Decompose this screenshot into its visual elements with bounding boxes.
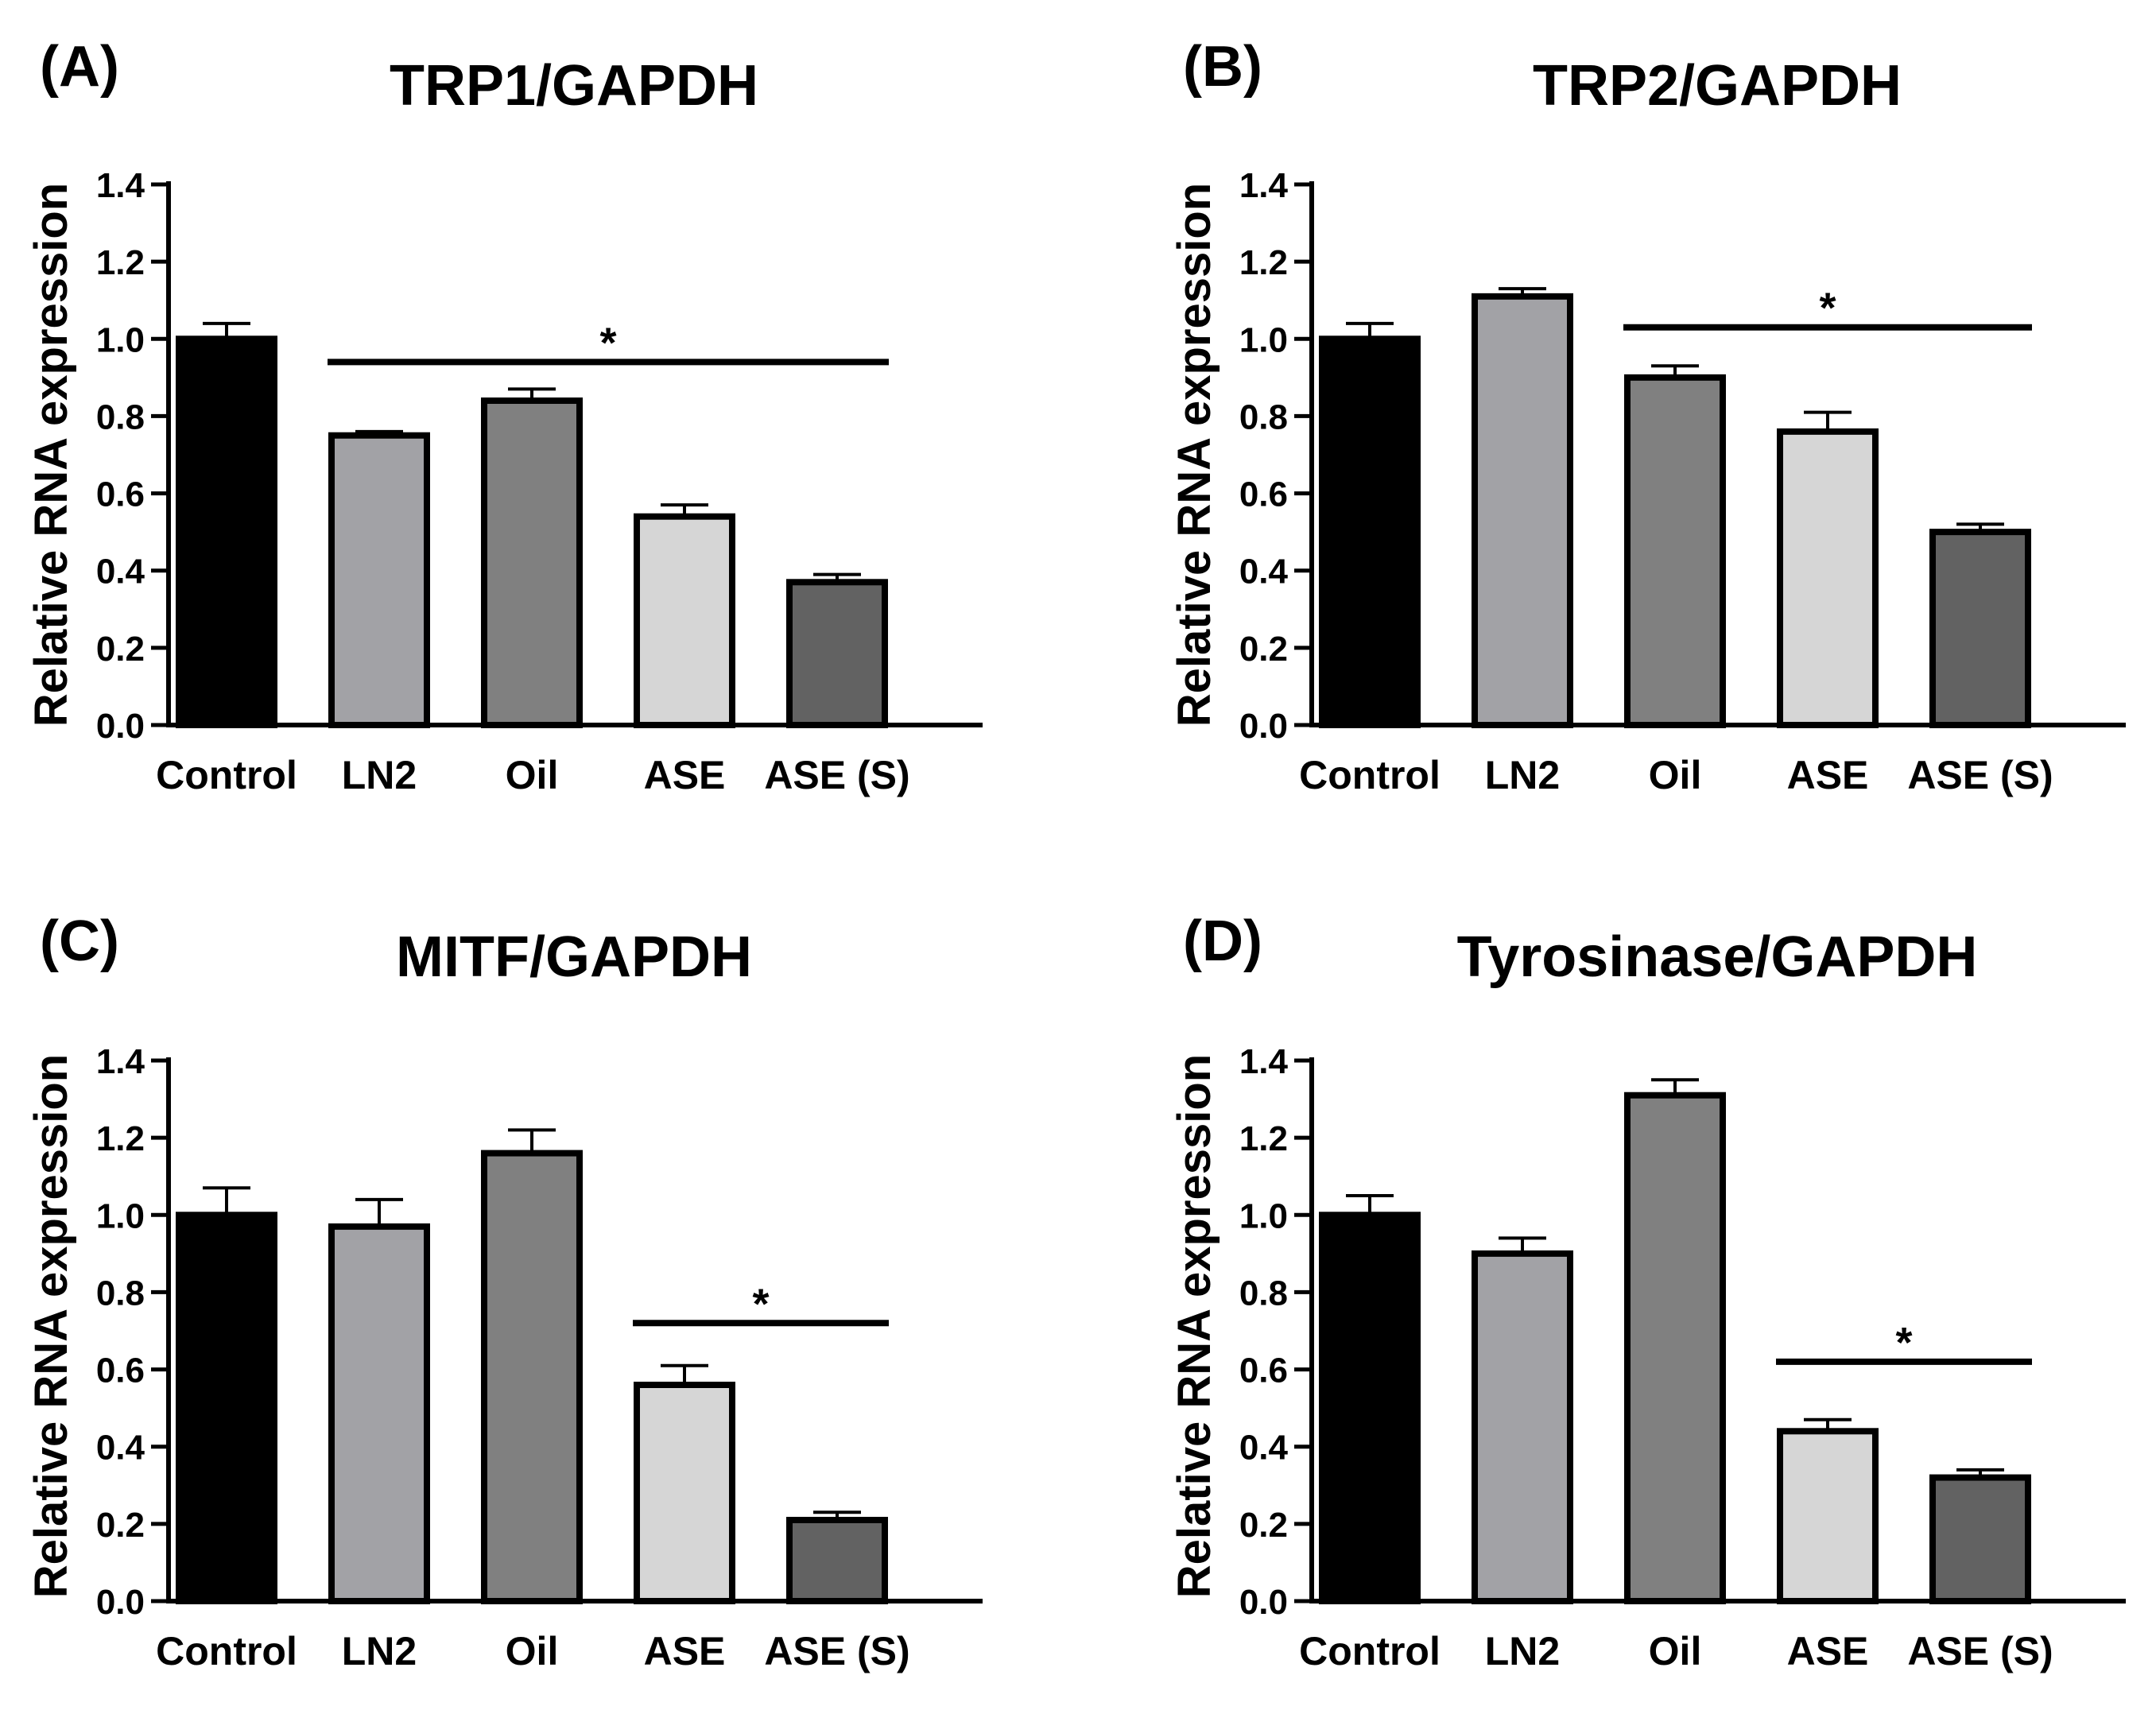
panel-b-y-tick-label: 0.6 [1239, 475, 1288, 514]
panel-c-y-tick-label: 0.4 [96, 1429, 145, 1468]
panel-d-y-tick-label: 0.6 [1239, 1351, 1288, 1390]
panel-d-y-tick-label: 1.4 [1239, 1042, 1289, 1081]
panel-a-category-label: Oil [506, 753, 559, 797]
panel-b-y-tick-label: 0.4 [1239, 553, 1289, 591]
panel-c-bar-ase-s [786, 1517, 888, 1604]
panel-d-bar-ase-s [1929, 1474, 2031, 1604]
panel-b-bar-ase [1777, 428, 1879, 728]
panel-a-bar-control [176, 335, 277, 728]
panel-c-y-tick-label: 0.8 [96, 1274, 145, 1313]
panel-c: (C) MITF/GAPDH Relative RNA expression 0… [25, 909, 983, 1673]
panel-a-ylabel: Relative RNA expression [25, 183, 77, 727]
panel-d-category-label: ASE [1787, 1629, 1869, 1673]
panel-b-y-tick-label: 0.8 [1239, 397, 1288, 436]
panel-b-category-label: Control [1299, 753, 1441, 797]
panel-a-category-label: ASE [644, 753, 726, 797]
panel-a-y-tick-label: 0.0 [96, 707, 145, 746]
panel-a-y-tick-label: 1.0 [96, 320, 145, 359]
panel-d-bar-oil [1624, 1092, 1726, 1604]
panel-a-category-label: LN2 [342, 753, 417, 797]
panel-d-bar-ase [1777, 1428, 1879, 1605]
panel-d-y-tick-label: 0.2 [1239, 1506, 1288, 1545]
panel-a-significance-star: * [599, 319, 616, 366]
panel-c-bar-control [176, 1212, 277, 1605]
panel-b-ylabel: Relative RNA expression [1169, 183, 1220, 727]
panel-a-y-tick-label: 1.2 [96, 243, 145, 282]
panel-c-category-label: ASE [644, 1629, 726, 1673]
panel-d-plot: 0.0 0.2 0.4 0.6 0.8 1.0 1.2 1.4 Control LN2 Oil ASE… [1239, 1042, 2126, 1673]
panel-d: (D) Tyrosinase/GAPDH Relative RNA expres… [1169, 909, 2126, 1673]
panel-d-y-tick-label: 1.2 [1239, 1119, 1288, 1158]
panel-a-y-tick-label: 0.2 [96, 630, 145, 669]
panel-a: (A) TRP1/GAPDH Relative RNA expression 0… [25, 35, 983, 797]
panel-d-category-label: Oil [1649, 1629, 1702, 1673]
panel-c-y-tick-label: 0.6 [96, 1351, 145, 1390]
panel-c-y-tick-label: 0.0 [96, 1583, 145, 1622]
panel-b-label: (B) [1183, 35, 1262, 99]
panel-d-y-tick-label: 1.0 [1239, 1196, 1288, 1235]
panel-b-category-label: ASE (S) [1907, 753, 2053, 797]
panel-b: (B) TRP2/GAPDH Relative RNA expression 0… [1169, 35, 2126, 797]
panel-d-title: Tyrosinase/GAPDH [1457, 925, 1978, 989]
panel-a-category-label: ASE (S) [764, 753, 909, 797]
panel-c-y-tick-label: 1.4 [96, 1042, 145, 1081]
panel-b-category-label: LN2 [1485, 753, 1560, 797]
panel-c-plot: 0.0 0.2 0.4 0.6 0.8 1.0 1.2 1.4 Control LN2 Oil ASE… [96, 1042, 983, 1673]
panel-a-label: (A) [40, 35, 119, 99]
panel-c-ylabel: Relative RNA expression [25, 1054, 77, 1598]
panel-a-bar-ase-s [786, 579, 888, 728]
panel-a-title: TRP1/GAPDH [390, 54, 758, 118]
panel-b-significance-star: * [1819, 285, 1836, 332]
panel-d-significance-star: * [1895, 1319, 1912, 1367]
panel-b-bar-ln2 [1472, 293, 1573, 729]
panel-d-ylabel: Relative RNA expression [1169, 1054, 1220, 1598]
panel-d-category-label: Control [1299, 1629, 1441, 1673]
panel-a-bar-oil [481, 397, 583, 728]
panel-b-y-tick-label: 1.2 [1239, 243, 1288, 282]
panel-c-category-label: ASE (S) [764, 1629, 909, 1673]
panel-b-bar-ase-s [1929, 529, 2031, 729]
panel-a-bar-ln2 [328, 432, 430, 728]
panel-a-plot: 0.0 0.2 0.4 0.6 0.8 1.0 1.2 1.4 Control LN2 Oil ASE… [96, 166, 983, 797]
panel-b-bar-control [1319, 335, 1421, 728]
panel-b-y-tick-label: 0.2 [1239, 630, 1288, 669]
panel-c-title: MITF/GAPDH [396, 925, 752, 989]
panel-a-y-tick-label: 1.4 [96, 166, 145, 205]
panel-b-y-tick-label: 1.4 [1239, 166, 1289, 205]
panel-b-bar-oil [1624, 374, 1726, 728]
panel-d-category-label: ASE (S) [1907, 1629, 2053, 1673]
panel-b-category-label: ASE [1787, 753, 1869, 797]
panel-c-category-label: LN2 [342, 1629, 417, 1673]
panel-d-y-tick-label: 0.8 [1239, 1274, 1288, 1313]
panel-a-category-label: Control [156, 753, 297, 797]
panel-d-bar-control [1319, 1212, 1421, 1605]
panel-b-title: TRP2/GAPDH [1533, 54, 1902, 118]
panel-d-label: (D) [1183, 909, 1262, 973]
panel-a-y-tick-label: 0.6 [96, 475, 145, 514]
panel-b-y-tick-label: 0.0 [1239, 707, 1288, 746]
panel-c-category-label: Oil [506, 1629, 559, 1673]
panel-d-y-tick-label: 0.4 [1239, 1429, 1289, 1468]
panel-c-y-tick-label: 1.2 [96, 1119, 145, 1158]
panel-b-category-label: Oil [1649, 753, 1702, 797]
panel-a-y-tick-label: 0.4 [96, 553, 145, 591]
panel-a-y-tick-label: 0.8 [96, 397, 145, 436]
panel-c-significance-star: * [752, 1280, 769, 1328]
panel-c-bar-oil [481, 1150, 583, 1604]
panel-d-y-tick-label: 0.0 [1239, 1583, 1288, 1622]
panel-c-category-label: Control [156, 1629, 297, 1673]
panel-c-y-tick-label: 1.0 [96, 1196, 145, 1235]
panel-c-bar-ln2 [328, 1223, 430, 1605]
panel-a-bar-ase [634, 513, 735, 728]
panel-d-bar-ln2 [1472, 1250, 1573, 1605]
panel-c-y-tick-label: 0.2 [96, 1506, 145, 1545]
panel-d-category-label: LN2 [1485, 1629, 1560, 1673]
panel-b-y-tick-label: 1.0 [1239, 320, 1288, 359]
panel-c-bar-ase [634, 1382, 735, 1604]
panel-b-plot: 0.0 0.2 0.4 0.6 0.8 1.0 1.2 1.4 Control LN2 Oil ASE… [1239, 166, 2126, 797]
panel-c-label: (C) [40, 909, 119, 973]
